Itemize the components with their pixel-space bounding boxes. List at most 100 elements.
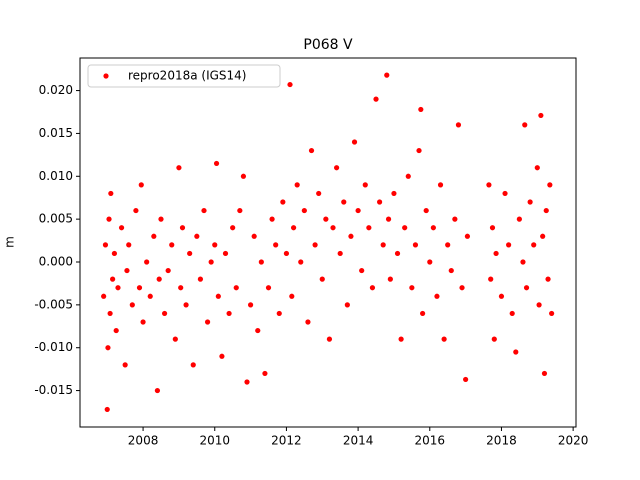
point bbox=[289, 293, 295, 299]
point bbox=[326, 336, 333, 342]
point bbox=[140, 319, 146, 325]
point bbox=[441, 336, 447, 342]
point bbox=[102, 242, 109, 248]
point bbox=[169, 242, 175, 248]
point bbox=[543, 207, 549, 214]
point bbox=[154, 387, 161, 394]
point bbox=[323, 216, 329, 222]
x-tick-label: 2016 bbox=[415, 434, 446, 448]
point bbox=[412, 242, 419, 248]
point bbox=[208, 259, 214, 265]
point bbox=[204, 319, 211, 325]
point bbox=[522, 122, 528, 128]
point bbox=[251, 233, 257, 239]
point bbox=[290, 225, 297, 231]
point bbox=[355, 207, 361, 214]
point bbox=[531, 242, 537, 248]
point bbox=[105, 345, 111, 351]
point bbox=[276, 310, 282, 317]
point bbox=[319, 276, 325, 282]
point bbox=[156, 276, 162, 282]
point bbox=[183, 302, 189, 308]
point bbox=[107, 310, 113, 317]
point bbox=[418, 106, 424, 113]
point bbox=[351, 139, 358, 145]
point bbox=[541, 370, 548, 377]
legend-label: repro2018a (IGS14) bbox=[128, 69, 246, 83]
point bbox=[312, 242, 318, 248]
point bbox=[445, 242, 451, 248]
point bbox=[161, 310, 168, 317]
point bbox=[104, 406, 110, 413]
point bbox=[151, 233, 157, 239]
y-axis-label: m bbox=[3, 236, 17, 248]
point bbox=[158, 216, 164, 222]
point bbox=[489, 225, 496, 231]
y-tick-label: -0.015 bbox=[34, 383, 73, 397]
y-tick-label: 0.015 bbox=[39, 126, 73, 140]
point bbox=[258, 259, 264, 265]
point bbox=[247, 302, 254, 308]
point bbox=[219, 353, 225, 359]
point bbox=[222, 250, 229, 257]
point bbox=[136, 285, 143, 291]
point bbox=[115, 285, 121, 291]
point bbox=[194, 233, 200, 239]
point bbox=[316, 190, 322, 197]
point bbox=[520, 259, 526, 265]
point bbox=[280, 199, 286, 205]
point bbox=[509, 310, 515, 317]
point bbox=[409, 285, 415, 291]
point bbox=[545, 276, 551, 282]
point bbox=[377, 199, 383, 205]
point bbox=[513, 349, 519, 355]
point bbox=[269, 216, 275, 222]
x-tick-label: 2020 bbox=[558, 434, 589, 448]
point bbox=[240, 173, 247, 179]
y-tick-label: 0.020 bbox=[39, 83, 73, 97]
point bbox=[110, 276, 116, 282]
point bbox=[402, 225, 408, 231]
plot-frame bbox=[79, 57, 577, 428]
point bbox=[298, 259, 304, 265]
point bbox=[369, 285, 376, 291]
legend-box bbox=[87, 64, 281, 88]
point bbox=[540, 233, 546, 239]
chart-title: P068 V bbox=[303, 37, 353, 53]
point bbox=[536, 302, 542, 308]
point bbox=[230, 225, 236, 231]
point bbox=[523, 285, 530, 291]
point bbox=[373, 96, 379, 102]
point bbox=[283, 250, 290, 257]
x-tick-label: 2010 bbox=[199, 434, 230, 448]
point bbox=[213, 160, 220, 167]
point bbox=[452, 216, 458, 222]
point bbox=[265, 285, 272, 291]
point bbox=[330, 225, 336, 231]
point bbox=[430, 225, 436, 231]
point bbox=[301, 207, 307, 214]
point bbox=[491, 336, 497, 342]
point bbox=[113, 327, 119, 334]
point bbox=[101, 293, 107, 299]
point bbox=[362, 182, 368, 188]
point bbox=[172, 336, 178, 342]
y-tick-label: -0.010 bbox=[34, 340, 73, 354]
point bbox=[463, 376, 469, 383]
point bbox=[201, 207, 207, 214]
point bbox=[226, 310, 232, 317]
point bbox=[423, 207, 429, 214]
point bbox=[126, 242, 132, 248]
point bbox=[255, 327, 261, 334]
point bbox=[215, 293, 221, 299]
point bbox=[486, 182, 492, 188]
point bbox=[464, 233, 471, 239]
x-tick-label: 2014 bbox=[343, 434, 374, 448]
point bbox=[384, 72, 390, 78]
point bbox=[122, 362, 128, 368]
point bbox=[106, 216, 112, 222]
point bbox=[147, 293, 153, 299]
point bbox=[287, 81, 293, 88]
point bbox=[262, 370, 268, 377]
